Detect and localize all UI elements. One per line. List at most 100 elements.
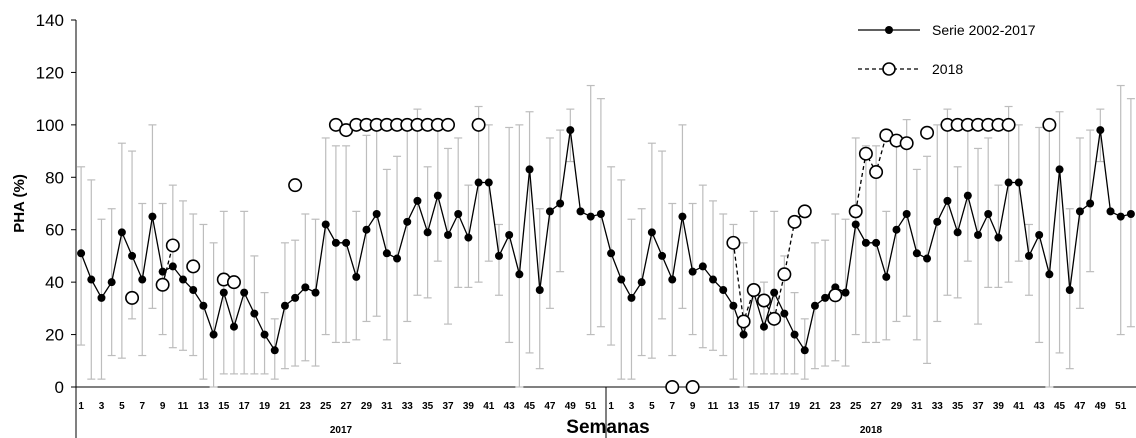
x-tick-label: 37 (442, 401, 454, 412)
data-point (709, 275, 718, 284)
x-group-label: 2017 (330, 425, 353, 436)
x-tick-label: 33 (402, 401, 414, 412)
data-point (189, 286, 198, 295)
data-point (899, 136, 914, 151)
series-line (80, 130, 1132, 352)
data-point (719, 286, 728, 295)
legend-marker-serie-2002-2017 (885, 26, 893, 34)
data-point (382, 249, 391, 258)
data-point (186, 259, 201, 274)
data-point (525, 165, 534, 174)
data-point (423, 228, 432, 237)
data-point (739, 330, 748, 339)
data-point (869, 165, 884, 180)
data-point (260, 330, 269, 339)
data-point (87, 275, 96, 284)
data-point (1004, 178, 1013, 187)
data-point (1096, 126, 1105, 135)
data-point (270, 346, 279, 355)
x-tick-label: 43 (504, 401, 516, 412)
data-point (1014, 178, 1023, 187)
data-point (902, 209, 911, 218)
x-tick-label: 7 (139, 401, 145, 412)
data-point (229, 322, 238, 331)
x-tick-label: 41 (483, 401, 495, 412)
y-axis-title: PHA (%) (11, 174, 28, 233)
data-point (464, 233, 473, 242)
y-ticks: 0 20 40 60 80 100 120 140 (36, 11, 76, 397)
x-tick-label: 31 (381, 401, 393, 412)
data-point (736, 314, 751, 329)
data-point (1065, 286, 1074, 295)
x-tick-label: 29 (891, 401, 903, 412)
data-point (107, 278, 116, 287)
x-tick-label: 47 (1074, 401, 1086, 412)
x-tick-label: 43 (1034, 401, 1046, 412)
data-point (311, 288, 320, 297)
data-point (1086, 199, 1095, 208)
data-point (1075, 207, 1084, 216)
x-groups: 2017 2018 (75, 387, 883, 438)
x-tick-label: 1 (608, 401, 614, 412)
data-point (810, 301, 819, 310)
x-tick-label: 3 (99, 401, 105, 412)
x-tick-label: 15 (748, 401, 760, 412)
data-point (923, 254, 932, 263)
data-point (97, 293, 106, 302)
data-point (331, 238, 340, 247)
x-tick-label: 1 (78, 401, 84, 412)
x-tick-label: 21 (279, 401, 291, 412)
x-tick-label: 37 (972, 401, 984, 412)
data-point (148, 212, 157, 221)
data-point (933, 217, 942, 226)
data-point (756, 293, 771, 308)
x-axis-title: Semanas (566, 417, 649, 438)
data-point (861, 238, 870, 247)
x-tick-label: 31 (911, 401, 923, 412)
data-point (117, 228, 126, 237)
data-point (301, 283, 310, 292)
x-tick-label: 27 (341, 401, 353, 412)
data-point (128, 251, 137, 260)
x-tick-label: 13 (198, 401, 210, 412)
data-point (627, 293, 636, 302)
data-point (372, 209, 381, 218)
legend-label-2018: 2018 (932, 61, 963, 77)
x-tick-label: 49 (565, 401, 577, 412)
x-tick-label: 41 (1013, 401, 1025, 412)
data-point (963, 191, 972, 200)
data-point (1055, 165, 1064, 174)
x-tick-label: 15 (218, 401, 230, 412)
y-tick-label: 100 (36, 116, 64, 135)
x-tick-label: 5 (119, 401, 125, 412)
x-tick-label: 49 (1095, 401, 1107, 412)
data-point (165, 238, 180, 253)
data-point (1035, 230, 1044, 239)
x-tick-label: 25 (850, 401, 862, 412)
data-point (953, 228, 962, 237)
data-point (125, 290, 140, 305)
data-point (471, 117, 486, 132)
data-point (685, 379, 700, 394)
data-point (566, 126, 575, 135)
x-tick-label: 13 (728, 401, 740, 412)
x-tick-label: 33 (932, 401, 944, 412)
data-point (688, 267, 697, 276)
data-point (77, 249, 86, 258)
x-ticks: 1 3 5 7 9 11 13 15 17 19 21 23 25 27 29 31 33 35 37 39 41 43 4… (78, 401, 1126, 412)
x-tick-label: 21 (809, 401, 821, 412)
data-point (155, 277, 170, 292)
data-point (484, 178, 493, 187)
data-point (974, 230, 983, 239)
x-tick-label: 9 (160, 401, 166, 412)
data-point (494, 251, 503, 260)
data-point (770, 288, 779, 297)
data-point (851, 220, 860, 229)
data-point (433, 191, 442, 200)
x-tick-label: 39 (463, 401, 475, 412)
data-point (179, 275, 188, 284)
data-point (393, 254, 402, 263)
x-tick-label: 19 (259, 401, 271, 412)
legend: Serie 2002-2017 2018 (858, 22, 1036, 77)
data-point (920, 125, 935, 140)
